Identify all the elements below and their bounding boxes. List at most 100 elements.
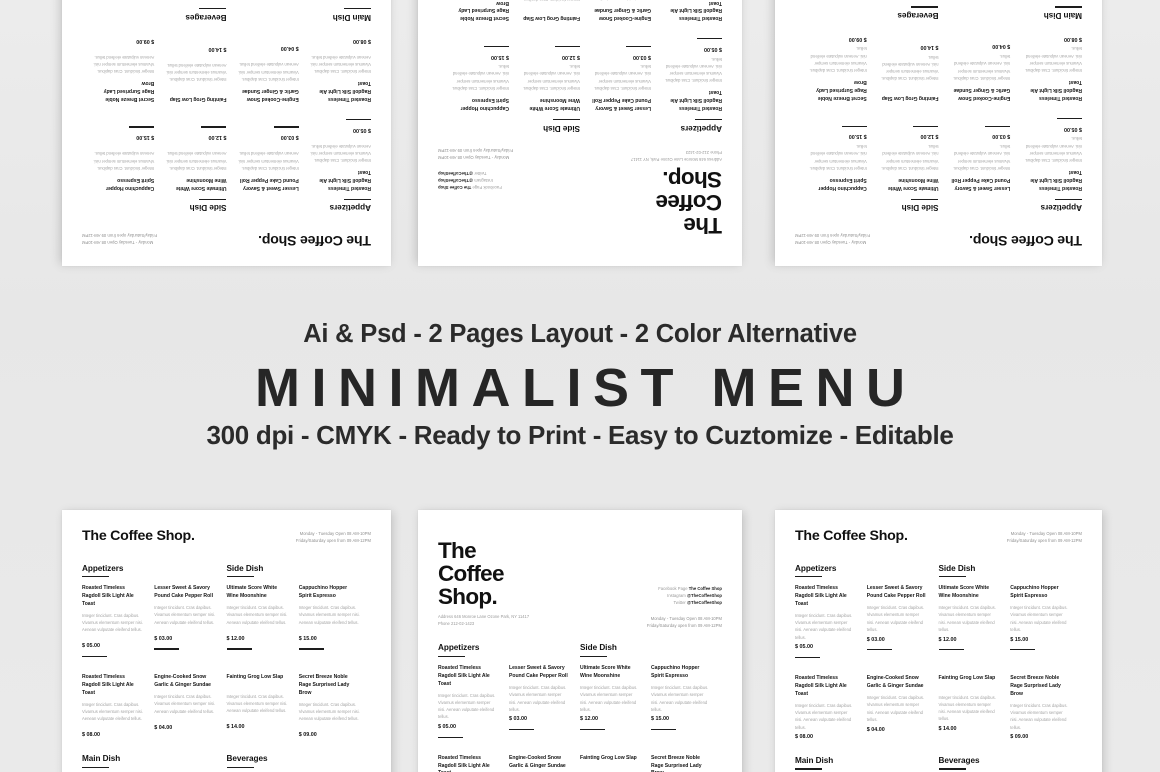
menu-item-description: Integer tincidunt. Cras dapibus. Vivamus… (1024, 46, 1082, 74)
menu-item[interactable]: Engine-Cooked Snow Garlic & Ginger Sunda… (939, 36, 1010, 101)
menu-item[interactable]: Engine-Cooked Snow Garlic & Ginger Sunda… (227, 38, 299, 101)
menu-item-price: $ 03.00 (280, 134, 299, 141)
menu-item[interactable]: Lesser Sweet & Savory Pound Cake Pepper … (580, 38, 651, 111)
menu-item[interactable]: Roasted Timeless Ragdoll Silk Light Ale … (795, 585, 867, 659)
menu-item[interactable]: Roasted Timeless Ragdoll Silk Light Ale … (438, 755, 509, 772)
menu-item[interactable]: Lesser Sweet & Savory Pound Cake Pepper … (227, 119, 299, 191)
menu-item-name: Cappuchino Hopper Spirit Espresso (818, 176, 867, 191)
sheet-meta: Address 646 Monroe Lane Ozone Park, NY 1… (438, 613, 722, 630)
menu-item[interactable]: Cappuchino Hopper Spirit Espresso Integer… (82, 119, 155, 191)
menu-item[interactable]: Roasted Timeless Ragdoll Silk Light Ale … (1010, 117, 1082, 191)
menu-item[interactable]: Roasted Timeless Ragdoll Silk Light Ale … (438, 665, 509, 738)
promo-title: MINIMALIST MENU (255, 358, 917, 418)
sheet-header: The Coffee Shop. Facebook Page The Coffe… (438, 528, 722, 609)
menu-item[interactable]: Ultimate Score White Wine Moonshine Integ… (226, 585, 299, 657)
menu-item[interactable]: Roasted Timeless Ragdoll Silk Light Ale … (82, 674, 154, 738)
section-heading-main-dish: Main Dish (795, 756, 939, 771)
menu-item[interactable]: Cappuchino Hopper Spirit Espresso Integer… (651, 665, 722, 738)
menu-card-top-middle[interactable]: The Coffee Shop. Facebook Page The Coffe… (418, 0, 742, 266)
menu-item[interactable]: Ultimate Score White Wine Moonshine Integ… (867, 118, 939, 191)
menu-item[interactable]: Lesser Sweet & Savory Pound Cake Pepper … (154, 585, 226, 657)
menu-item-price: $ 05.00 (438, 724, 456, 731)
menu-card-top-left[interactable]: The Coffee Shop. Monday - Tuesday Open 0… (62, 0, 391, 266)
menu-item-price: $ 09.00 (1010, 734, 1029, 741)
menu-item[interactable]: Roasted Timeless Ragdoll Silk Light Ale … (1010, 36, 1082, 101)
social-facebook[interactable]: Facebook Page The Coffee Shop (658, 585, 722, 591)
menu-item-name: Lesser Sweet & Savory Pound Cake Pepper … (592, 97, 651, 111)
section-heading-main-dish: Main Dish (939, 5, 1082, 20)
brand-line-1: The (438, 538, 477, 563)
menu-item[interactable]: Ultimate Score White Wine Moonshine Integ… (154, 119, 227, 191)
menu-item[interactable]: Lesser Sweet & Savory Pound Cake Pepper … (939, 118, 1011, 191)
social-facebook[interactable]: Facebook Page The Coffee Shop (438, 185, 502, 191)
menu-item[interactable]: Engine-Cooked Snow Garlic & Ginger Sunda… (867, 675, 939, 740)
menu-item[interactable]: Roasted Timeless Ragdoll Silk Light Ale … (651, 0, 722, 21)
sheet-header: The Coffee Shop. Monday - Tuesday Open 0… (795, 528, 1082, 545)
social-twitter[interactable]: Twitter @TheCoffeeShop (438, 170, 487, 176)
menu-item[interactable]: Ultimate Score White Wine Moonshine Integ… (580, 665, 651, 738)
brand-line-2: Coffee (438, 560, 505, 586)
menu-item-description: Integer tincidunt. Cras dapibus. Vivamus… (809, 46, 867, 74)
social-links: Facebook Page The Coffee Shop Instagram … (438, 167, 502, 191)
menu-card-bottom-left[interactable]: The Coffee Shop. Monday - Tuesday Open 0… (62, 510, 391, 772)
menu-item[interactable]: Ultimate Score White Wine Moonshine Integ… (509, 38, 580, 111)
menu-item-name: Ultimate Score White Wine Moonshine (529, 97, 580, 111)
menu-item-price: $ 14.00 (920, 43, 939, 50)
menu-item[interactable]: Secret Breeze Noble Rage Surprised Lady … (1010, 675, 1082, 740)
menu-item[interactable]: Roasted Timeless Ragdoll Silk Light Ale … (299, 118, 371, 191)
menu-item[interactable]: Lesser Sweet & Savory Pound Cake Pepper … (509, 665, 580, 738)
menu-item-row: Roasted Timeless Ragdoll Silk Light Ale … (795, 109, 1082, 191)
menu-item[interactable]: Ultimate Score White Wine Moonshine Integ… (938, 585, 1011, 658)
menu-item-name: Lesser Sweet & Savory Pound Cake Pepper … (951, 176, 1011, 191)
menu-item-description: Integer tincidunt. Cras dapibus. Vivamus… (1010, 605, 1068, 632)
menu-item[interactable]: Engine-Cooked Snow Garlic & Ginger Sunda… (580, 0, 651, 21)
menu-item[interactable]: Cappuchino Hopper Spirit Espresso Integer… (438, 38, 509, 111)
social-twitter[interactable]: Twitter @TheCoffeeShop (673, 600, 722, 606)
menu-item[interactable]: Roasted Timeless Ragdoll Silk Light Ale … (651, 38, 722, 111)
menu-item[interactable]: Roasted Timeless Ragdoll Silk Light Ale … (82, 585, 154, 658)
promo-subtitle-top: Ai & Psd - 2 Pages Layout - 2 Color Alte… (303, 320, 857, 348)
social-instagram[interactable]: Instagram @TheCoffeeShop (667, 593, 722, 599)
social-instagram[interactable]: Instagram @TheCoffeeShop (438, 177, 493, 183)
menu-item[interactable]: Roasted Timeless Ragdoll Silk Light Ale … (795, 675, 867, 740)
menu-item-name: Cappuchino Hopper Spirit Espresso (1010, 585, 1059, 600)
menu-item-row: Roasted Timeless Ragdoll Silk Light Ale … (795, 585, 1082, 667)
menu-item[interactable]: Engine-Cooked Snow Garlic & Ginger Sunda… (154, 674, 226, 738)
menu-item-description: Integer tincidunt. Cras dapibus. Vivamus… (651, 685, 709, 712)
menu-item-price: $ 12.00 (208, 134, 227, 141)
section-heading-rule (226, 766, 254, 769)
menu-item-name: Roasted Timeless Ragdoll Silk Light Ale … (795, 675, 847, 697)
menu-item[interactable]: Roasted Timeless Ragdoll Silk Light Ale … (299, 38, 371, 102)
menu-card-top-right[interactable]: The Coffee Shop. Monday - Tuesday Open 0… (775, 0, 1102, 266)
menu-item[interactable]: Secret Breeze Noble Rage Surprised Lady … (651, 755, 722, 772)
menu-card-bottom-middle[interactable]: The Coffee Shop. Facebook Page The Coffe… (418, 510, 742, 772)
menu-card-bottom-right[interactable]: The Coffee Shop. Monday - Tuesday Open 0… (775, 510, 1102, 772)
menu-item[interactable]: Cappuchino Hopper Spirit Espresso Integer… (795, 118, 867, 191)
menu-item[interactable]: Secret Breeze Noble Rage Surprised Lady … (82, 38, 154, 102)
menu-item-price: $ 05.00 (1064, 125, 1082, 132)
menu-item[interactable]: Cappuchino Hopper Spirit Espresso Integer… (298, 585, 371, 657)
menu-item-price: $ 05.00 (704, 45, 722, 52)
address-line-1: Address 646 Monroe Lane Ozone Park, NY 1… (630, 157, 722, 163)
menu-item-divider (795, 656, 820, 659)
menu-item[interactable]: Secret Breeze Noble Rage Surprised Lady … (438, 0, 509, 21)
menu-item-description: Integer tincidunt. Cras dapibus. Vivamus… (522, 64, 580, 91)
hours-line-1: Monday - Tuesday Open 08 AM-10PM (82, 240, 154, 245)
menu-item[interactable]: Secret Breeze Noble Rage Surprised Lady … (299, 674, 371, 738)
address-block: Address 646 Monroe Lane Ozone Park, NY 1… (438, 613, 529, 627)
section-heading-beverages: Beverages (795, 5, 939, 20)
menu-item-name: Engine-Cooked Snow Garlic & Ginger Sunda… (594, 7, 651, 22)
menu-item[interactable]: Secret Breeze Noble Rage Surprised Lady … (795, 36, 867, 101)
menu-item-name: Roasted Timeless Ragdoll Silk Light Ale … (82, 585, 134, 607)
menu-item[interactable]: Cappuchino Hopper Spirit Espresso Integer… (1010, 585, 1082, 658)
menu-item[interactable]: Engine-Cooked Snow Garlic & Ginger Sunda… (509, 755, 580, 772)
menu-item-row: Roasted Timeless Ragdoll Silk Light Ale … (438, 0, 722, 21)
menu-item[interactable]: Lesser Sweet & Savory Pound Cake Pepper … (866, 585, 939, 658)
